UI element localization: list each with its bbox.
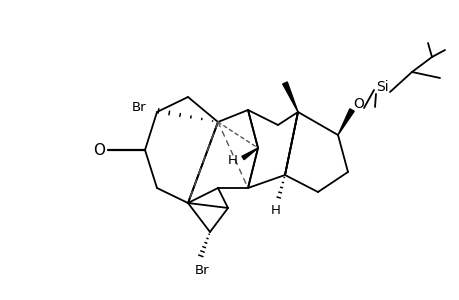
Text: Si: Si [375,80,387,94]
Text: Br: Br [194,263,209,277]
Polygon shape [337,109,353,135]
Text: Br: Br [131,100,146,113]
Polygon shape [282,82,297,112]
Text: O: O [353,97,364,111]
Text: H: H [270,205,280,218]
Text: O: O [93,142,105,158]
Text: H: H [228,154,237,166]
Polygon shape [241,148,257,160]
